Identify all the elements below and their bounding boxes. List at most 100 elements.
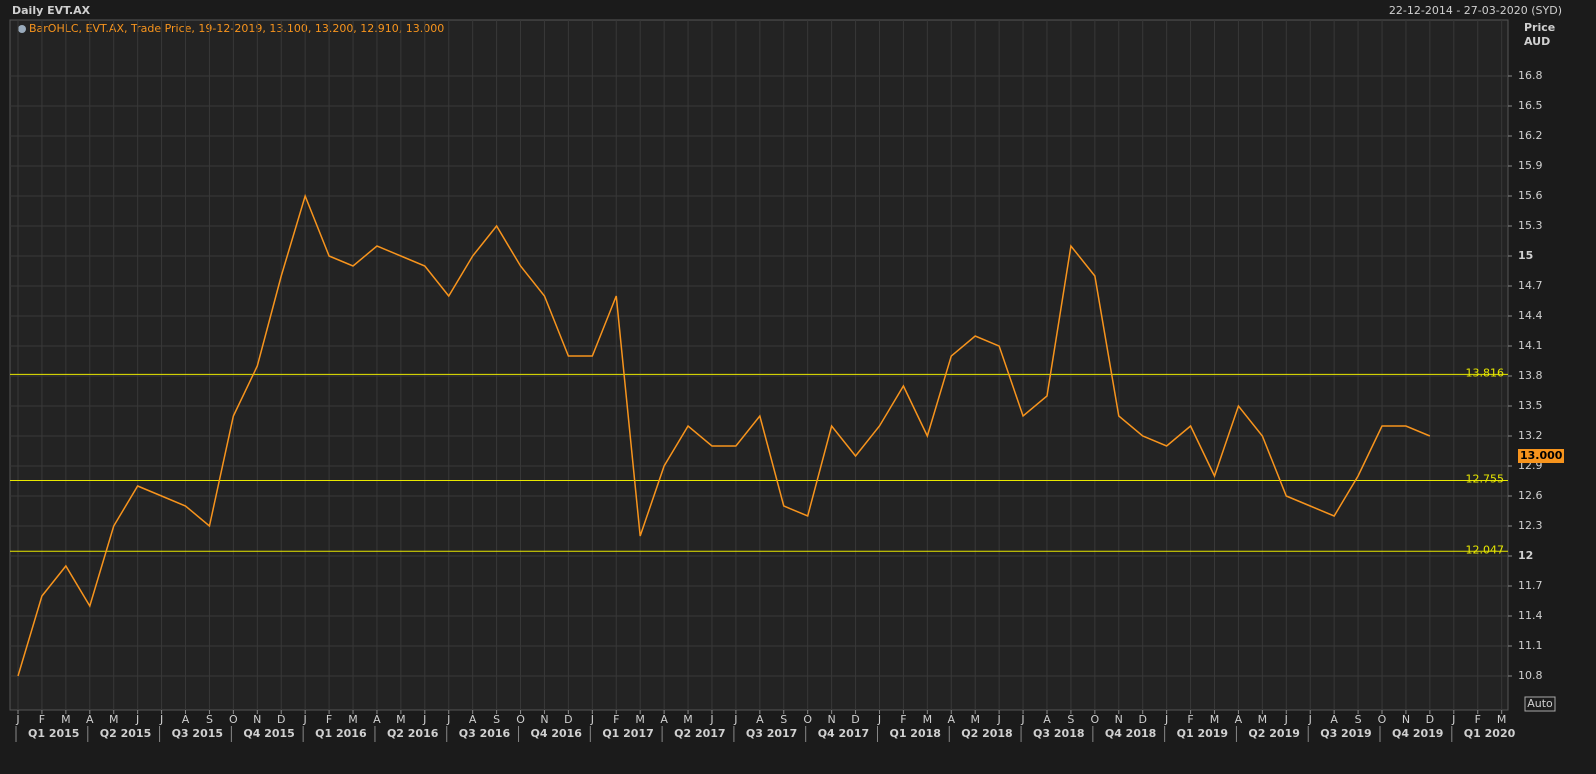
y-tick-label: 16.8	[1518, 69, 1543, 82]
x-tick-label: N	[253, 713, 261, 726]
x-tick-label: A	[1330, 713, 1338, 726]
x-tick-label: S	[1067, 713, 1074, 726]
x-tick-label: D	[1426, 713, 1434, 726]
quarter-label: Q1 2020	[1464, 727, 1516, 740]
x-tick-label: J	[159, 713, 163, 726]
y-tick-label: 13.8	[1518, 369, 1543, 382]
quarter-label: Q1 2019	[1177, 727, 1228, 740]
y-tick-label: 13.2	[1518, 429, 1543, 442]
y-tick-label: 15	[1518, 249, 1533, 262]
x-tick-label: J	[422, 713, 426, 726]
x-tick-label: J	[877, 713, 881, 726]
quarter-label: Q3 2019	[1320, 727, 1371, 740]
x-tick-label: N	[1115, 713, 1123, 726]
x-tick-label: O	[1091, 713, 1100, 726]
x-tick-label: A	[756, 713, 764, 726]
x-tick-label: O	[516, 713, 525, 726]
x-tick-label: N	[1402, 713, 1410, 726]
x-tick-label: J	[1451, 713, 1455, 726]
x-tick-label: J	[1308, 713, 1312, 726]
y-tick-label: 15.6	[1518, 189, 1543, 202]
x-tick-label: F	[900, 713, 906, 726]
y-unit: AUD	[1524, 35, 1550, 48]
x-tick-label: S	[780, 713, 787, 726]
x-tick-label: M	[109, 713, 119, 726]
x-tick-label: J	[15, 713, 19, 726]
x-tick-label: A	[469, 713, 477, 726]
x-tick-label: F	[39, 713, 45, 726]
quarter-label: Q3 2018	[1033, 727, 1084, 740]
x-tick-label: J	[590, 713, 594, 726]
quarter-label: Q1 2018	[889, 727, 940, 740]
quarter-label: Q4 2017	[818, 727, 869, 740]
x-tick-label: A	[1235, 713, 1243, 726]
x-tick-label: F	[326, 713, 332, 726]
x-tick-label: M	[1258, 713, 1268, 726]
x-tick-label: D	[851, 713, 859, 726]
auto-label[interactable]: Auto	[1527, 697, 1553, 710]
x-tick-label: M	[635, 713, 645, 726]
chart-title: Daily EVT.AX	[12, 4, 91, 17]
y-tick-label: 13.5	[1518, 399, 1543, 412]
x-tick-label: M	[1210, 713, 1220, 726]
x-tick-label: F	[613, 713, 619, 726]
y-label: Price	[1524, 21, 1555, 34]
y-tick-label: 12.3	[1518, 519, 1543, 532]
date-range: 22-12-2014 - 27-03-2020 (SYD)	[1389, 4, 1562, 17]
x-tick-label: J	[709, 713, 713, 726]
auto-button[interactable]	[1524, 696, 1556, 712]
quarter-label: Q1 2015	[28, 727, 79, 740]
quarter-label: Q1 2016	[315, 727, 367, 740]
y-tick-label: 16.2	[1518, 129, 1543, 142]
x-tick-label: M	[396, 713, 406, 726]
x-tick-label: S	[1355, 713, 1362, 726]
quarter-label: Q2 2017	[674, 727, 725, 740]
x-tick-label: A	[86, 713, 94, 726]
x-tick-label: M	[923, 713, 933, 726]
y-tick-label: 11.7	[1518, 579, 1543, 592]
x-tick-label: O	[229, 713, 238, 726]
y-tick-label: 11.1	[1518, 639, 1543, 652]
price-line	[17, 193, 1431, 677]
x-tick-label: A	[948, 713, 956, 726]
y-tick-label: 11.4	[1518, 609, 1543, 622]
plot-area	[9, 19, 1509, 711]
x-tick-label: O	[1378, 713, 1387, 726]
level-label: 12.047	[1466, 543, 1505, 556]
x-tick-label: F	[1187, 713, 1193, 726]
x-tick-label: M	[970, 713, 980, 726]
x-tick-label: J	[997, 713, 1001, 726]
quarter-label: Q1 2017	[602, 727, 653, 740]
quarter-label: Q3 2017	[746, 727, 797, 740]
x-tick-label: J	[1284, 713, 1288, 726]
x-tick-label: O	[803, 713, 812, 726]
y-tick-label: 12.6	[1518, 489, 1543, 502]
x-tick-label: M	[683, 713, 693, 726]
x-tick-label: D	[564, 713, 572, 726]
y-tick-label: 10.8	[1518, 669, 1543, 682]
quarter-label: Q3 2016	[459, 727, 511, 740]
quarter-label: Q2 2018	[961, 727, 1012, 740]
x-tick-label: J	[1020, 713, 1024, 726]
x-tick-label: N	[828, 713, 836, 726]
x-tick-label: A	[182, 713, 190, 726]
quarter-label: Q4 2016	[531, 727, 583, 740]
y-tick-label: 12	[1518, 549, 1533, 562]
quarter-label: Q2 2016	[387, 727, 439, 740]
x-tick-label: D	[1138, 713, 1146, 726]
x-tick-label: J	[446, 713, 450, 726]
last-price-box	[1518, 449, 1564, 463]
y-tick-label: 15.3	[1518, 219, 1543, 232]
quarter-label: Q4 2018	[1105, 727, 1156, 740]
level-label: 13.816	[1466, 366, 1505, 379]
y-tick-label: 16.5	[1518, 99, 1543, 112]
legend-icon	[18, 25, 26, 33]
x-tick-label: A	[1043, 713, 1051, 726]
x-tick-label: J	[303, 713, 307, 726]
x-tick-label: A	[660, 713, 668, 726]
level-label: 12.755	[1466, 473, 1505, 486]
x-tick-label: J	[733, 713, 737, 726]
x-tick-label: M	[348, 713, 358, 726]
legend-text: BarOHLC, EVT.AX, Trade Price, 19-12-2019…	[29, 22, 444, 35]
